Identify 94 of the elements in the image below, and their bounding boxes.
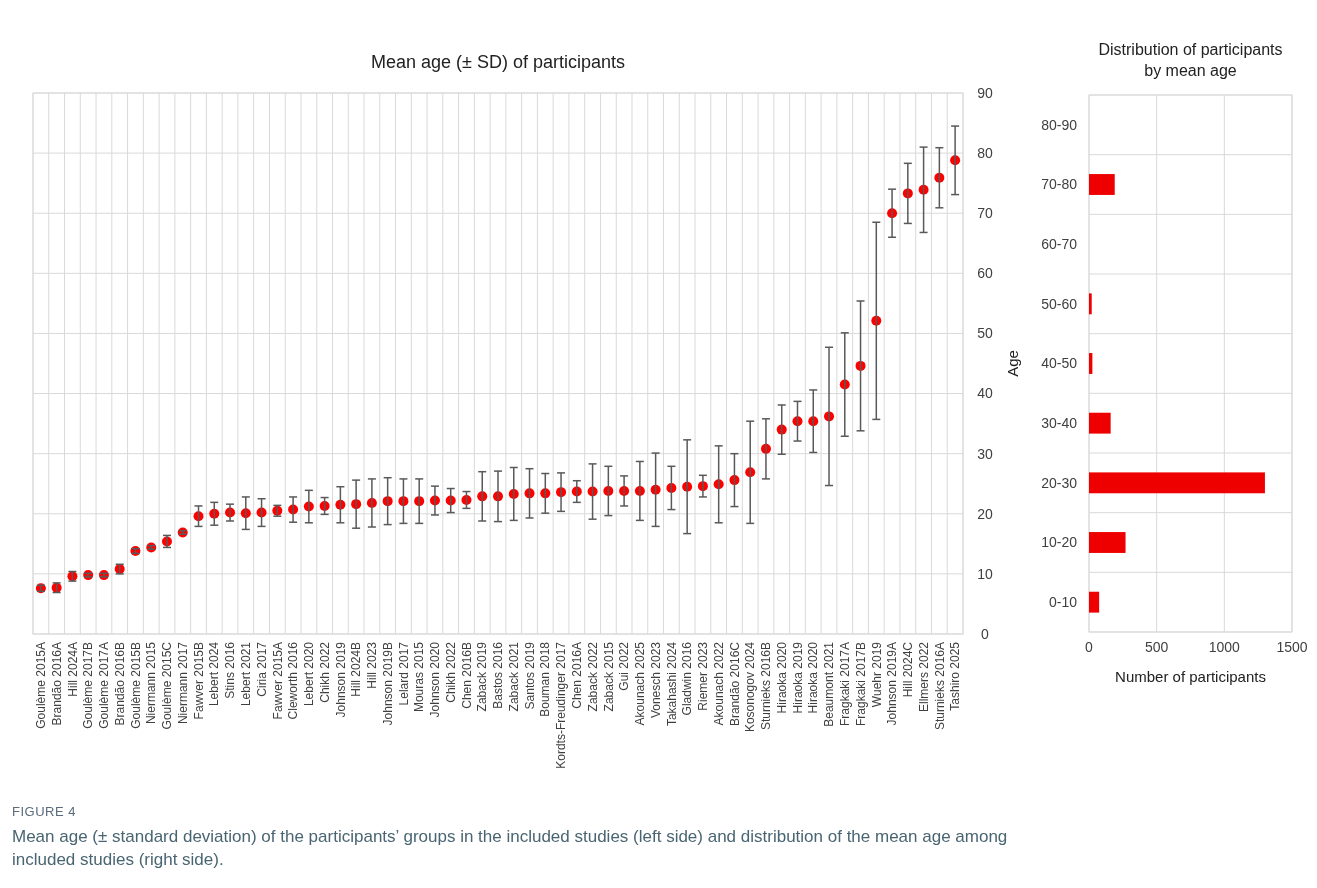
chart-title: Mean age (± SD) of participants <box>371 52 625 72</box>
x-tick-label: Bastos 2016 <box>491 641 506 709</box>
x-tick-label: 1500 <box>1276 639 1308 655</box>
bar <box>1089 472 1265 494</box>
x-tick-label: Brandão 2016A <box>49 642 64 726</box>
y-tick-label: 0-10 <box>1048 594 1078 611</box>
y-tick-label: 20-30 <box>1041 474 1078 491</box>
x-tick-label: Goulème 2015C <box>160 641 175 730</box>
x-tick-label: Hiraoka 2020 <box>806 641 821 714</box>
bar <box>1089 293 1092 315</box>
x-tick-label: Johnson 2019B <box>380 642 395 726</box>
y-tick-label: 80 <box>977 145 993 162</box>
x-tick-label: Bouman 2018 <box>538 641 553 717</box>
x-tick-label: Goulème 2015A <box>34 642 49 729</box>
x-tick-label: Johnson 2020 <box>428 641 443 718</box>
x-tick-label: Zaback 2015 <box>601 641 616 712</box>
x-tick-label: Zaback 2021 <box>506 641 521 712</box>
x-tick-label: Fawver 2015B <box>191 642 206 720</box>
x-tick-label: Kosonogov 2024 <box>743 641 758 733</box>
x-tick-label: Sturnieks 2016B <box>759 642 774 731</box>
x-tick-label: Zaback 2019 <box>475 641 490 712</box>
y-tick-label: 10-20 <box>1041 534 1078 551</box>
caption: FIGURE 4 <box>12 804 76 819</box>
y-tick-label: 30-40 <box>1041 415 1078 432</box>
x-tick-label: Hill 2024A <box>65 642 80 697</box>
y-tick-label: 10 <box>977 565 993 582</box>
x-axis-title: Number of participants <box>1115 668 1266 685</box>
y-axis-title: Age <box>1004 350 1021 377</box>
x-tick-label: Wuehr 2019 <box>869 641 884 708</box>
x-tick-label: Kordts-Freudinger 2017 <box>554 641 569 769</box>
x-tick-label: Beaumont 2021 <box>822 641 837 727</box>
x-tick-label: Lebert 2021 <box>239 641 253 707</box>
x-tick-label: Chen 2016A <box>570 642 585 709</box>
y-tick-label: 80-90 <box>1041 116 1078 133</box>
x-tick-label: Hill 2024C <box>901 641 916 698</box>
x-tick-label: Lebert 2020 <box>302 641 317 707</box>
bar <box>1089 591 1100 613</box>
x-tick-label: Akounach 2022 <box>711 641 726 726</box>
chart-title: Distribution of participants by mean age <box>1098 41 1283 79</box>
x-tick-label: Brandão 2016C <box>727 641 742 727</box>
x-tick-label: Goulème 2015B <box>128 642 143 729</box>
x-tick-label: Fragkaki 2017A <box>837 642 852 727</box>
x-tick-label: Vonesch 2023 <box>648 641 663 719</box>
y-tick-label: 50 <box>977 325 993 342</box>
x-tick-label: Niermann 2017 <box>175 641 190 725</box>
x-tick-label: Goulème 2017B <box>81 642 96 729</box>
y-tick-label: 70 <box>977 205 993 222</box>
x-tick-label: Lelard 2017 <box>396 641 411 706</box>
x-tick-label: Brandão 2016B <box>112 642 127 726</box>
y-tick-label: 50-60 <box>1041 295 1078 312</box>
bar <box>1089 412 1111 434</box>
x-tick-label: Chen 2016B <box>459 642 474 709</box>
x-tick-label: Takahashi 2024 <box>664 641 679 727</box>
x-tick-label: Stins 2016 <box>223 641 238 699</box>
x-tick-label: 0 <box>1085 639 1094 655</box>
x-tick-label: Hill 2024B <box>349 642 364 697</box>
x-tick-label: Lebert 2024 <box>207 641 222 707</box>
y-tick-label: 40-50 <box>1041 355 1078 372</box>
x-tick-label: Gui 2022 <box>617 641 632 691</box>
x-tick-label: Johnson 2019 <box>333 641 348 718</box>
x-tick-label: Niermann 2015 <box>144 641 159 725</box>
x-tick-label: Fawver 2015A <box>270 642 285 720</box>
x-tick-label: Zaback 2022 <box>585 641 600 712</box>
y-tick-label: 90 <box>977 84 993 101</box>
x-tick-label: Goulème 2017A <box>97 642 112 729</box>
x-tick-label: 500 <box>1144 639 1169 655</box>
bar <box>1089 174 1115 195</box>
x-tick-label: Ellmers 2022 <box>916 641 931 713</box>
y-tick-label: 40 <box>977 385 993 402</box>
y-tick-label: 0 <box>981 625 990 642</box>
bar <box>1089 532 1126 553</box>
x-tick-label: Hill 2023 <box>365 641 380 689</box>
x-tick-label: Johnson 2019A <box>885 642 900 726</box>
x-tick-label: Chikh 2022 <box>443 641 458 703</box>
x-tick-label: 1000 <box>1208 639 1241 655</box>
x-tick-label: Cleworth 2016 <box>286 641 301 720</box>
y-tick-label: 20 <box>977 505 993 522</box>
x-tick-label: Fragkaki 2017B <box>853 642 868 727</box>
x-tick-label: Gladwin 2016 <box>680 641 695 716</box>
y-tick-label: 30 <box>977 445 993 462</box>
x-tick-label: Akounach 2025 <box>633 641 648 726</box>
x-tick-label: Santos 2019 <box>522 641 537 710</box>
x-tick-label: Mouras 2015 <box>412 641 427 713</box>
x-tick-label: Hiraoka 2019 <box>790 641 805 714</box>
y-tick-label: 60-70 <box>1041 236 1078 253</box>
x-tick-label: Hiraoka 2020 <box>774 641 789 714</box>
y-tick-label: 60 <box>977 265 993 282</box>
x-tick-label: Ciria 2017 <box>254 641 269 697</box>
x-tick-label: Chikh 2022 <box>317 641 332 703</box>
x-tick-label: Sturnieks 2016A <box>932 642 947 731</box>
x-tick-label: Tashiro 2025 <box>948 641 963 711</box>
x-tick-label: Riemer 2023 <box>696 641 711 711</box>
text: Mean age (± standard deviation) of the participants’ groups in the included studies (left side) and distribution of the mean age among included studies (right side). <box>12 827 1008 869</box>
y-tick-label: 70-80 <box>1041 176 1078 193</box>
